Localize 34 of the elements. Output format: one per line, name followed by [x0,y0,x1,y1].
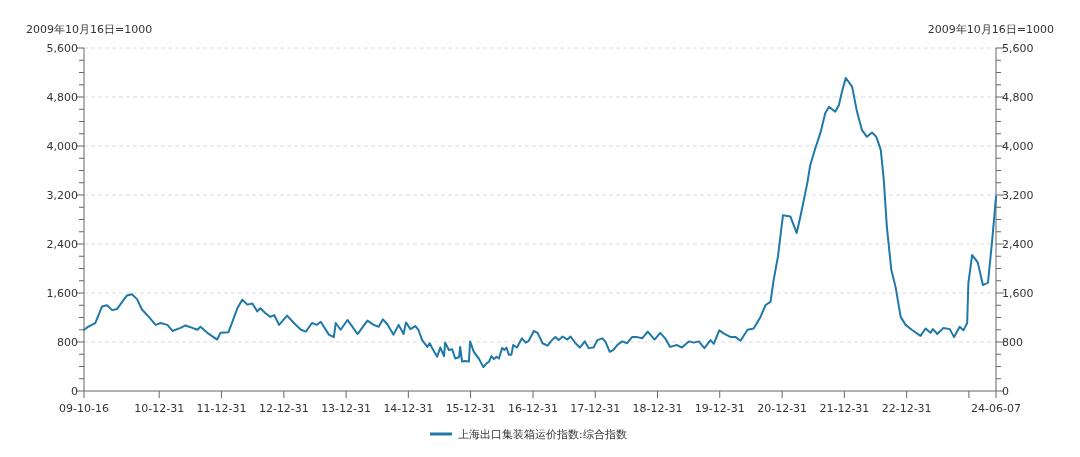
x-tick-label: 24-06-07 [971,402,1021,415]
x-tick-label: 21-12-31 [819,402,870,415]
y2-tick-label: 3,200 [1002,189,1034,202]
x-tick-label: 22-12-31 [881,402,932,415]
y-tick-label: 0 [71,385,78,398]
x-tick-label: 15-12-31 [445,402,496,415]
y2-tick-label: 4,000 [1002,140,1034,153]
x-tick-label: 16-12-31 [508,402,558,415]
y-tick-label: 5,600 [46,42,78,55]
legend: 上海出口集装箱运价指数:综合指数 [430,428,627,441]
y2-tick-label: 2,400 [1002,238,1034,251]
y2-tick-label: 4,800 [1002,91,1034,104]
y-tick-label: 3,200 [46,189,78,202]
y2-tick-label: 1,600 [1002,287,1034,300]
y2-axis-title: 2009年10月16日=1000 [927,23,1054,36]
y-tick-label: 4,000 [46,140,78,153]
x-tick-label: 19-12-31 [694,402,745,415]
y-tick-label: 800 [57,336,78,349]
y-tick-label: 2,400 [46,238,78,251]
x-tick-label: 11-12-31 [196,402,247,415]
x-tick-label: 12-12-31 [258,402,309,415]
x-tick-label: 10-12-31 [134,402,185,415]
x-tick-label: 17-12-31 [570,402,621,415]
x-tick-label: 13-12-31 [321,402,372,415]
y-tick-label: 4,800 [46,91,78,104]
y2-tick-label: 5,600 [1002,42,1034,55]
y2-tick-label: 0 [1002,385,1009,398]
y-tick-label: 1,600 [46,287,78,300]
y2-tick-label: 800 [1002,336,1023,349]
x-tick-label: 18-12-31 [632,402,683,415]
x-tick-label: 09-10-16 [59,402,109,415]
y-axis-title: 2009年10月16日=1000 [26,23,153,36]
x-tick-label: 20-12-31 [757,402,808,415]
x-tick-label: 14-12-31 [383,402,434,415]
